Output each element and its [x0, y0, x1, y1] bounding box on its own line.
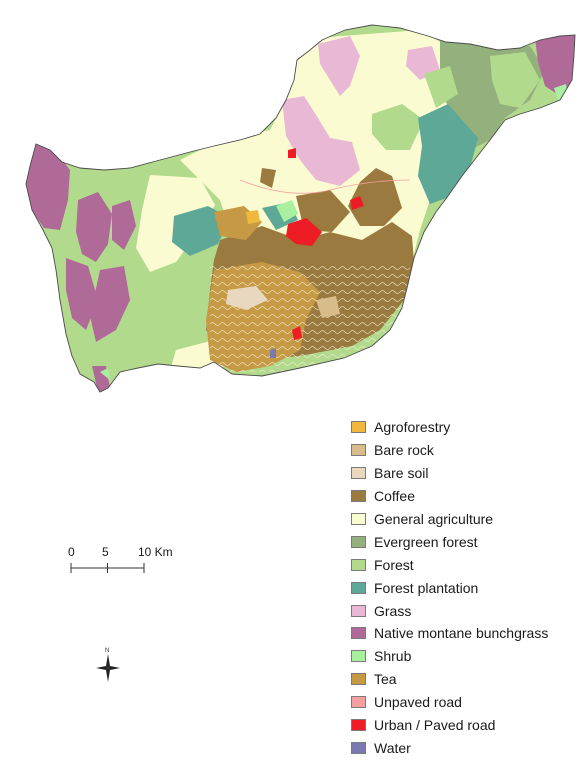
bunchgrass-area: [76, 192, 112, 262]
legend-swatch: [351, 421, 366, 434]
forest-area: [372, 104, 424, 150]
legend-swatch: [351, 558, 366, 571]
grass-area: [318, 36, 360, 96]
shrub-area: [100, 368, 110, 380]
legend-item: Urban / Paved road: [351, 714, 583, 737]
legend-swatch: [351, 673, 366, 686]
legend-swatch: [351, 490, 366, 503]
forest-area: [490, 52, 540, 108]
legend-item: Shrub: [351, 645, 583, 668]
legend-label: Shrub: [374, 648, 412, 665]
legend-item: Coffee: [351, 485, 583, 508]
legend-label: Bare rock: [374, 442, 434, 459]
legend-label: Unpaved road: [374, 694, 462, 711]
bunchgrass-area: [66, 258, 98, 330]
legend-label: Forest: [374, 556, 414, 573]
bunchgrass-area: [535, 34, 575, 96]
legend-swatch: [351, 696, 366, 709]
legend-swatch: [351, 627, 366, 640]
legend-label: Evergreen forest: [374, 533, 478, 550]
legend-item: Native montane bunchgrass: [351, 622, 583, 645]
legend-label: Native montane bunchgrass: [374, 625, 549, 642]
legend-label: Forest plantation: [374, 579, 479, 596]
legend-item: Grass: [351, 599, 583, 622]
shrub-area: [276, 200, 298, 222]
urban-area: [286, 218, 322, 246]
legend-label: Grass: [374, 602, 412, 619]
grass-area: [406, 46, 440, 80]
legend-item: General agriculture: [351, 508, 583, 531]
legend-item: Bare soil: [351, 462, 583, 485]
legend-item: Water: [351, 736, 583, 759]
forest-plantation-area: [172, 206, 230, 256]
watershed-boundary: [25, 24, 576, 393]
map-legend: Agroforestry Bare rock Bare soil Coffee …: [351, 416, 583, 759]
legend-item: Forest plantation: [351, 576, 583, 599]
agroforestry-area: [246, 210, 260, 224]
legend-item: Bare rock: [351, 439, 583, 462]
legend-swatch: [351, 581, 366, 594]
legend-swatch: [351, 719, 366, 732]
north-label: N: [105, 648, 109, 654]
legend-item: Agroforestry: [351, 416, 583, 439]
bunchgrass-area: [26, 140, 70, 230]
legend-item: Evergreen forest: [351, 530, 583, 553]
scale-label-5: 5: [102, 545, 109, 559]
unpaved-road: [239, 179, 411, 194]
bare-soil-area: [226, 286, 268, 310]
legend-swatch: [351, 444, 366, 457]
urban-area: [292, 326, 302, 340]
coffee-area: [348, 168, 402, 226]
coffee-area: [260, 168, 276, 188]
legend-item: Tea: [351, 668, 583, 691]
legend-swatch: [351, 467, 366, 480]
grass-area: [282, 96, 360, 186]
legend-label: Urban / Paved road: [374, 717, 496, 734]
forest-area: [424, 66, 458, 108]
water-body: [270, 348, 276, 358]
scale-label-0: 0: [68, 545, 75, 559]
legend-label: Agroforestry: [374, 419, 451, 436]
legend-swatch: [351, 650, 366, 663]
legend-item: Unpaved road: [351, 691, 583, 714]
legend-label: Bare soil: [374, 465, 429, 482]
stream-network: [210, 262, 410, 372]
legend-swatch: [351, 535, 366, 548]
legend-label: Coffee: [374, 488, 415, 505]
bunchgrass-area: [112, 200, 136, 250]
north-arrow-icon: N: [92, 644, 124, 684]
legend-swatch: [351, 604, 366, 617]
legend-item: Forest: [351, 553, 583, 576]
legend-label: Tea: [374, 671, 397, 688]
bare-rock-area: [316, 296, 340, 318]
urban-area: [350, 196, 364, 210]
urban-area: [288, 148, 296, 158]
land-cover-map: [25, 24, 576, 393]
scale-bar: 0 5 10 Km: [68, 545, 188, 581]
scale-label-10: 10 Km: [138, 545, 173, 559]
legend-label: General agriculture: [374, 511, 494, 527]
bunchgrass-area: [90, 266, 130, 342]
scale-bar-line: [70, 563, 145, 573]
legend-swatch: [351, 513, 366, 525]
legend-swatch: [351, 741, 366, 754]
forest-plantation-area: [418, 104, 478, 204]
legend-label: Water: [374, 739, 411, 756]
